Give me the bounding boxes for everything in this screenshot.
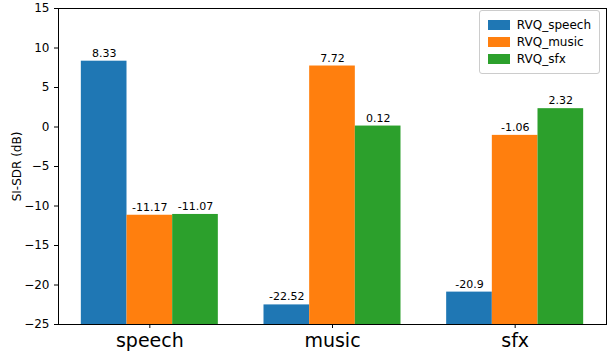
svg-text:-11.07: -11.07 (178, 200, 213, 213)
svg-text:−25: −25 (24, 317, 49, 331)
svg-text:5: 5 (42, 80, 50, 94)
svg-text:10: 10 (34, 41, 49, 55)
svg-text:−5: −5 (32, 159, 50, 173)
svg-text:15: 15 (34, 1, 49, 15)
svg-text:8.33: 8.33 (92, 47, 117, 60)
html-text:RVQ_speech: RVQ_speech (516, 18, 591, 32)
svg-text:-1.06: -1.06 (501, 121, 529, 134)
html-text:RVQ_sfx: RVQ_sfx (516, 52, 566, 66)
svg-text:-22.52: -22.52 (269, 290, 304, 303)
svg-text:0: 0 (42, 120, 50, 134)
svg-text:2.32: 2.32 (549, 94, 574, 107)
svg-text:speech: speech (116, 329, 184, 351)
svg-text:−15: −15 (24, 238, 49, 252)
svg-text:SI-SDR (dB): SI-SDR (dB) (10, 132, 24, 202)
svg-text:−20: −20 (24, 278, 49, 292)
svg-text:-20.9: -20.9 (455, 278, 483, 291)
svg-text:-11.17: -11.17 (132, 201, 167, 214)
svg-text:music: music (304, 329, 360, 351)
html-text:RVQ_music: RVQ_music (516, 35, 584, 49)
svg-text:sfx: sfx (501, 329, 529, 351)
svg-text:7.72: 7.72 (320, 52, 345, 65)
svg-text:−10: −10 (24, 199, 49, 213)
svg-text:0.12: 0.12 (366, 112, 391, 125)
